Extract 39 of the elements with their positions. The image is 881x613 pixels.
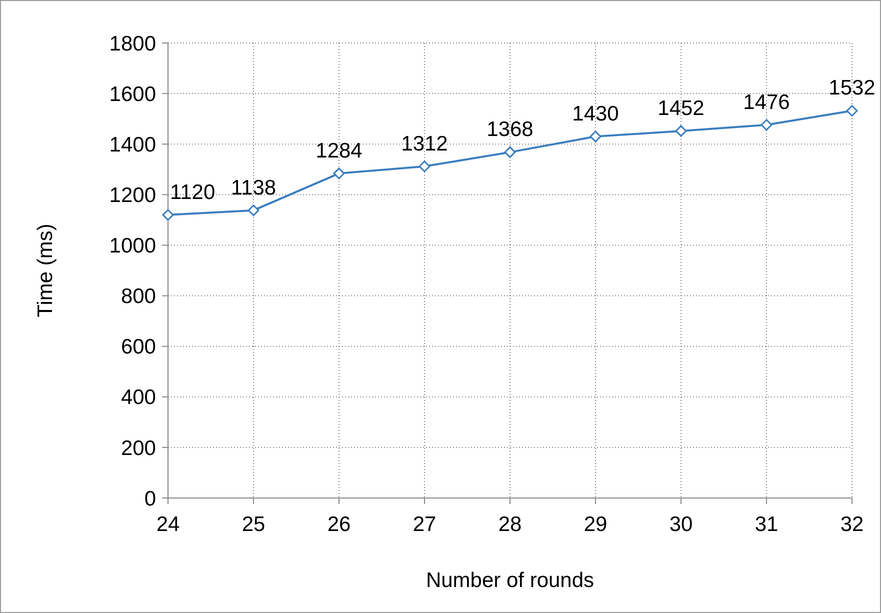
x-axis-title: Number of rounds [426,569,594,592]
point [418,160,430,172]
y-tick-label: 1600 [109,82,156,106]
point [590,130,602,142]
y-tick-label: 1400 [109,133,156,156]
x-tick-label: 26 [327,513,351,536]
x-tick-label: 29 [584,513,608,536]
data-label: 1138 [230,176,276,200]
y-tick-label: 800 [120,285,156,308]
y-tick-label: 200 [120,436,156,460]
point [675,125,687,137]
point [504,146,516,158]
data-label: 1452 [658,96,704,120]
data-label: 1120 [170,180,216,204]
x-tick-label: 28 [498,513,522,536]
data-label: 1312 [401,132,448,156]
x-tick-label: 25 [242,513,266,536]
point [333,168,345,180]
data-label: 1532 [828,76,876,100]
y-tick-label: 1000 [109,234,156,258]
data-label: 1368 [486,118,534,142]
data-label: 1476 [743,90,790,114]
x-tick-label: 27 [412,513,436,536]
point [248,204,260,216]
point [760,119,772,131]
data-label: 1430 [572,102,619,126]
y-tick-label: 1200 [109,184,156,208]
x-tick-label: 24 [156,513,180,536]
point [162,209,174,221]
x-tick-label: 31 [754,513,778,536]
data-label: 1284 [316,139,363,162]
x-tick-label: 30 [669,513,693,536]
y-tick-label: 1800 [109,32,156,56]
y-axis-title: Time (ms) [34,224,57,318]
y-tick-label: 600 [120,336,156,359]
y-tick-label: 0 [144,487,156,510]
x-tick-label: 32 [840,513,864,536]
point [846,104,858,116]
y-tick-label: 400 [120,386,156,410]
